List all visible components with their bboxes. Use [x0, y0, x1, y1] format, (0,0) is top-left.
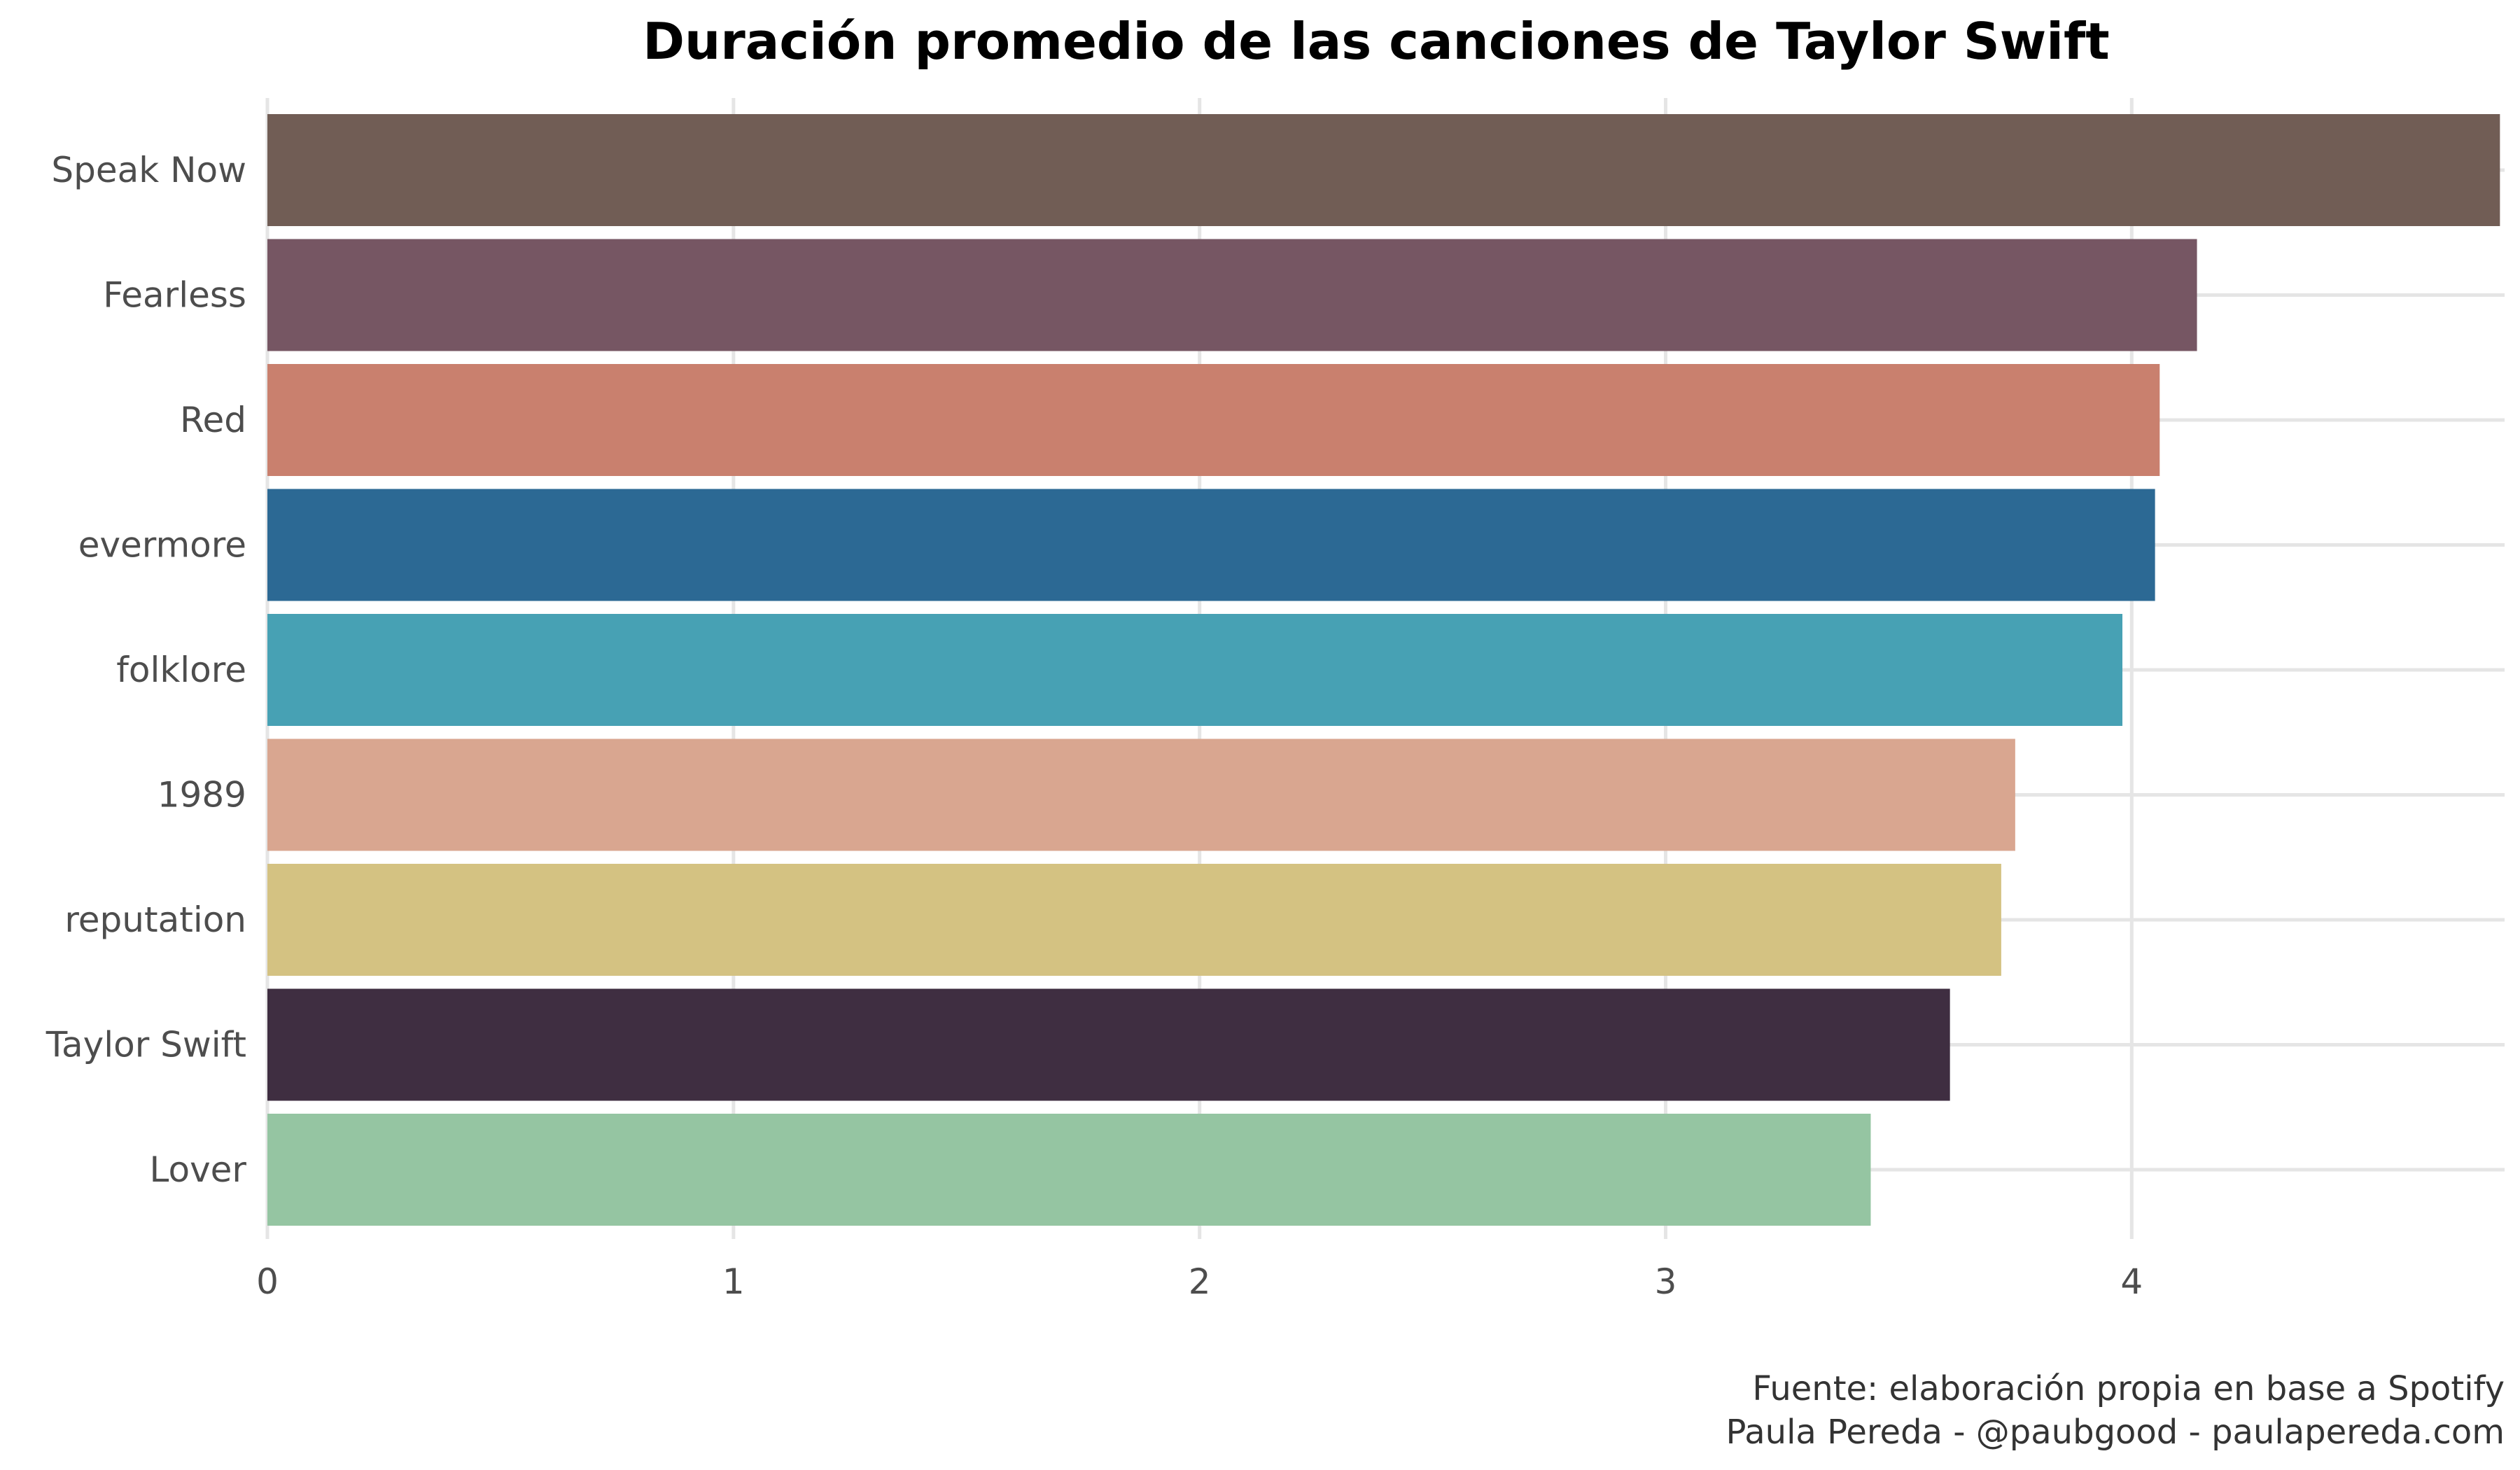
y-axis-tick-labels: Speak Now Fearless Red evermore folklore 1989…	[46, 150, 247, 1190]
chart-title: Duración promedio de las canciones de Ta…	[643, 12, 2109, 71]
category-label: Red	[180, 400, 246, 440]
bar	[267, 364, 2160, 476]
bar	[267, 738, 2015, 851]
x-axis-tick-labels: 0 1 2 3 4	[256, 1261, 2143, 1302]
category-label: 1989	[158, 775, 246, 816]
bar	[267, 864, 2001, 976]
category-label: Taylor Swift	[46, 1025, 246, 1065]
bars	[267, 114, 2500, 1226]
category-label: evermore	[78, 525, 246, 566]
category-label: Speak Now	[51, 150, 246, 190]
bar	[267, 988, 1950, 1101]
bar	[267, 239, 2197, 351]
x-tick-label: 4	[2120, 1261, 2143, 1302]
category-label: Lover	[150, 1149, 247, 1190]
x-tick-label: 0	[256, 1261, 279, 1302]
caption-source: Fuente: elaboración propia en base a Spo…	[1752, 1369, 2505, 1408]
bar	[267, 614, 2123, 726]
caption-author: Paula Pereda - @paubgood - paulapereda.c…	[1726, 1413, 2505, 1452]
x-tick-label: 2	[1189, 1261, 1211, 1302]
category-label: Fearless	[103, 275, 246, 316]
category-label: folklore	[116, 650, 246, 690]
x-tick-label: 1	[722, 1261, 745, 1302]
bar	[267, 114, 2500, 226]
x-tick-label: 3	[1655, 1261, 1677, 1302]
bar	[267, 489, 2155, 601]
category-label: reputation	[64, 899, 246, 940]
bar	[267, 1114, 1871, 1226]
